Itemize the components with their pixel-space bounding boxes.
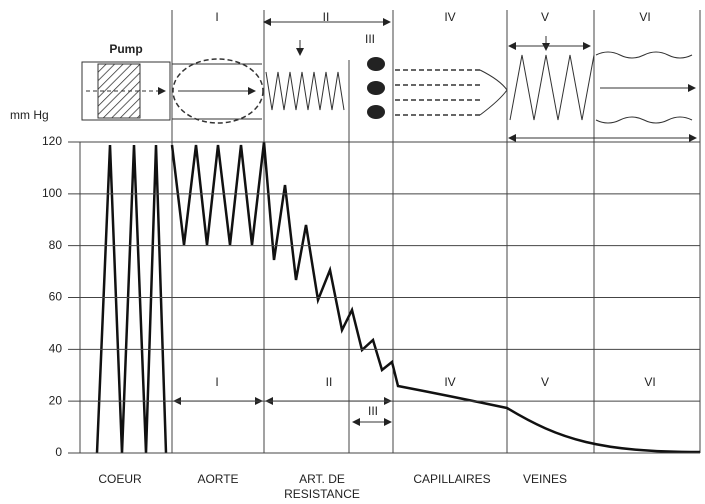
y-tick-label: 40 [49, 342, 63, 356]
section-label: II [326, 375, 333, 389]
y-tick-label: 60 [49, 290, 63, 304]
y-tick-label: 80 [49, 238, 63, 252]
section-label: IV [444, 375, 455, 389]
region-label: RESISTANCE [284, 487, 360, 501]
section-label: III [368, 404, 378, 418]
top-illustration [81, 18, 697, 426]
section-label: V [541, 375, 549, 389]
region-label: VEINES [523, 472, 567, 486]
pressure-curve [95, 141, 701, 454]
section-label: VI [639, 10, 650, 24]
pump-label: Pump [109, 42, 142, 56]
y-tick-label: 20 [49, 393, 63, 407]
section-label: V [541, 10, 549, 24]
y-tick-label: 120 [42, 134, 62, 148]
section-label: IV [444, 10, 455, 24]
region-label: CAPILLAIRES [413, 472, 490, 486]
section-label: II [323, 10, 330, 24]
y-tick-label: 100 [42, 186, 62, 200]
y-axis-label: mm Hg [10, 108, 49, 122]
region-label: ART. DE [299, 472, 345, 486]
section-label: I [215, 10, 218, 24]
region-label: AORTE [197, 472, 238, 486]
section-label: III [365, 32, 375, 46]
region-label: COEUR [98, 472, 142, 486]
y-tick-label: 0 [55, 445, 62, 459]
section-label: I [215, 375, 218, 389]
frame [79, 10, 701, 453]
section-label: VI [644, 375, 655, 389]
